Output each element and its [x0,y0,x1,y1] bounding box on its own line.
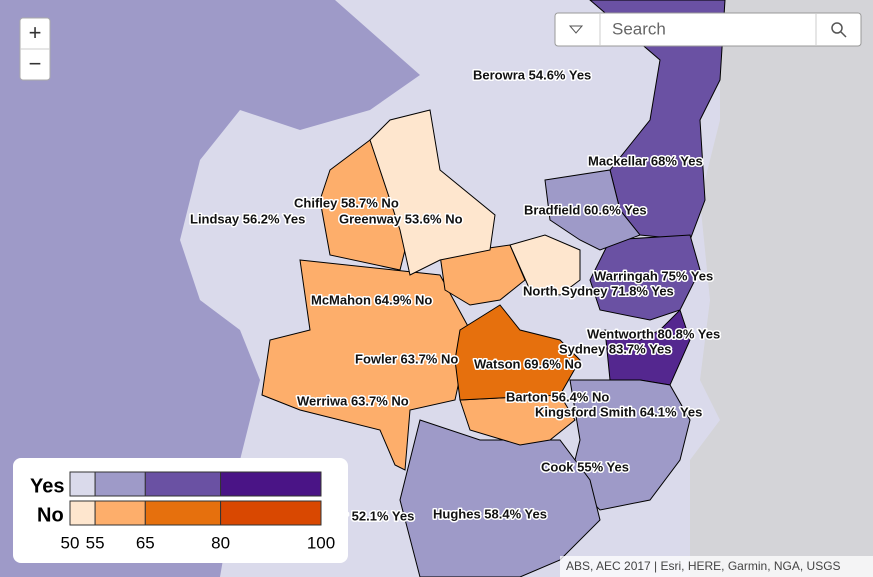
legend: Yes No 50 55 65 80 100 [13,458,348,563]
search-box[interactable] [554,12,862,47]
legend-tick-label: 50 [61,533,80,552]
legend-no: No [37,504,64,526]
electorate-label: Fowler 63.7% No [355,351,458,366]
attribution: ABS, AEC 2017 | Esri, HERE, Garmin, NGA,… [566,559,841,573]
legend-swatch [94,471,146,497]
zoom-control: + − [19,17,51,81]
attribution-bg [560,556,873,577]
electorate-label: Lindsay 56.2% Yes [190,211,305,226]
legend-swatch [69,500,96,526]
region [0,0,420,577]
search: Search [554,12,862,47]
electorate-label: Wentworth 80.8% Yes [587,326,720,341]
search-icon [840,31,847,38]
legend-tick-label: 80 [211,533,230,552]
legend-yes: Yes [30,475,64,497]
legend-swatch [94,500,146,526]
legend-tick-label: 100 [307,533,335,552]
electorate-label: Warringah 75% Yes [594,268,713,283]
electorate-label: Kingsford Smith 64.1% Yes [535,404,702,419]
electorate-label: Hughes 58.4% Yes [433,506,547,521]
electorate [544,169,641,251]
electorate-label: McMahon 64.9% No [311,292,432,307]
legend-swatch [144,471,222,497]
legend-tick-label: 55 [86,533,105,552]
electorate-label: Bradfield 60.6% Yes [524,202,647,217]
electorate-label: r 52.1% Yes [343,508,414,523]
electorate-label: Cook 55% Yes [541,459,629,474]
electorate-label: Chifley 58.7% No [294,195,399,210]
electorate [369,109,496,276]
electorate-label: North Sydney 71.8% Yes [523,283,674,298]
legend-swatch [69,471,96,497]
electorate-label: Greenway 53.6% No [339,211,463,226]
legend-tick-label: 65 [136,533,155,552]
zoom-out[interactable]: − [29,51,42,76]
dropdown-button[interactable] [568,25,584,34]
electorate [454,304,581,401]
sea [690,0,873,577]
electorate [509,234,581,296]
electorate [589,234,701,321]
electorate-label: Berowra 54.6% Yes [473,67,591,82]
electorate-label: Sydney 83.7% Yes [559,341,672,356]
electorate-label: Werriwa 63.7% No [297,393,409,408]
electorate-label: Watson 69.6% No [474,356,582,371]
search-button[interactable] [831,22,843,34]
search-input[interactable]: Search [612,19,666,38]
electorate-label: Mackellar 68% Yes [588,153,703,168]
electorate-label: Barton 56.4% No [506,389,609,404]
legend-swatch [144,500,222,526]
legend-swatch [220,471,322,497]
zoom-in[interactable]: + [29,20,42,45]
legend-swatch [220,500,322,526]
